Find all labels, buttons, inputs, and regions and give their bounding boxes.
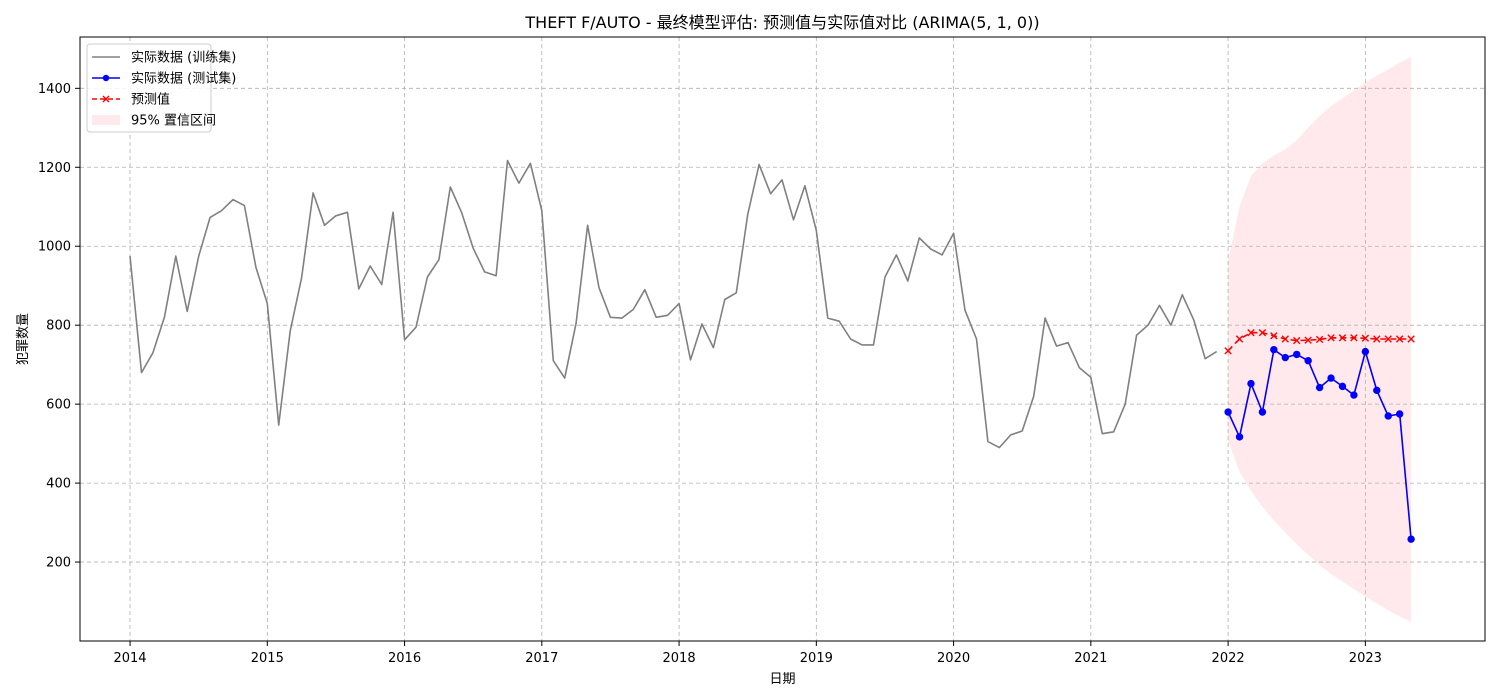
- series-line-2: [1227, 331, 1412, 352]
- series-2-point: [1338, 334, 1347, 342]
- series-2-point: [1361, 334, 1370, 342]
- x-tick-label: 2021: [1074, 651, 1107, 666]
- series-2-point: [1247, 328, 1255, 337]
- y-axis-title: 犯罪数量: [16, 313, 31, 365]
- y-tick-label: 800: [46, 319, 71, 334]
- series-2-point: [1258, 328, 1267, 337]
- series-1-point: [1224, 408, 1232, 416]
- legend-marker: [102, 95, 110, 103]
- x-axis-title: 日期: [769, 672, 795, 687]
- series-1-point: [1361, 347, 1370, 356]
- series-2-point: [1395, 335, 1404, 343]
- y-tick-label: 1400: [38, 82, 71, 97]
- y-tick-label: 400: [46, 477, 71, 492]
- x-tick-label: 2019: [800, 651, 833, 666]
- series-2-point: [1327, 334, 1335, 342]
- series-layer: [129, 159, 1415, 543]
- series-2-point: [1384, 335, 1392, 343]
- series-1-point: [1270, 345, 1278, 354]
- legend-marker: [102, 74, 110, 82]
- x-tick-label: 2018: [663, 651, 696, 666]
- series-1-point: [1350, 391, 1358, 399]
- grid-layer: [80, 37, 1485, 641]
- series-1-point: [1373, 386, 1381, 395]
- x-tick-label: 2017: [525, 651, 558, 666]
- y-tick-label: 1000: [38, 240, 71, 255]
- series-2-point: [1235, 335, 1244, 343]
- series-2-point: [1315, 335, 1324, 344]
- series-2-point: [1270, 332, 1278, 340]
- legend-label: 实际数据 (训练集): [131, 50, 236, 66]
- series-1-point: [1407, 535, 1415, 543]
- x-tick-label: 2014: [113, 651, 146, 666]
- series-2-point: [1407, 335, 1415, 343]
- series-1-point: [1293, 350, 1301, 359]
- legend-box: [86, 43, 212, 133]
- series-1-point: [1338, 382, 1347, 391]
- series-line-0: [129, 159, 1218, 449]
- series-1-point: [1258, 408, 1267, 416]
- series-1-point: [1281, 353, 1289, 362]
- x-tick-label: 2020: [937, 651, 970, 666]
- y-tick-label: 200: [46, 556, 71, 571]
- series-2-point: [1281, 335, 1289, 343]
- chart-title: THEFT F/AUTO - 最终模型评估: 预测值与实际值对比 (ARIMA(…: [524, 13, 1039, 32]
- series-1-point: [1304, 357, 1312, 365]
- series-1-point: [1247, 379, 1255, 388]
- x-tick-label: 2015: [251, 651, 284, 666]
- plot-frame: [79, 36, 1486, 642]
- axes-layer: 2014 2015 2016 2017 2018 2019 2020 2021 2022 2023…: [38, 82, 1382, 666]
- series-2-point: [1373, 335, 1381, 343]
- series-1-point: [1384, 412, 1392, 420]
- y-tick-label: 1200: [38, 161, 71, 176]
- series-2-point: [1293, 336, 1301, 345]
- series-1-point: [1315, 383, 1324, 392]
- legend-label: 预测值: [131, 92, 170, 108]
- legend-label: 实际数据 (测试集): [131, 71, 236, 87]
- x-tick-label: 2016: [388, 651, 421, 666]
- legend: 实际数据 (训练集) 实际数据 (测试集) 预测值 95% 置信区间: [86, 43, 236, 133]
- series-1-point: [1235, 433, 1244, 441]
- series-2-point: [1350, 334, 1358, 342]
- legend-label: 95% 置信区间: [131, 114, 216, 129]
- legend-swatch: [92, 115, 120, 125]
- series-1-point: [1327, 374, 1335, 382]
- y-tick-label: 600: [46, 398, 71, 413]
- series-2-point: [1224, 347, 1232, 355]
- x-tick-label: 2023: [1349, 651, 1382, 666]
- series-1-point: [1395, 410, 1404, 418]
- x-tick-label: 2022: [1212, 651, 1245, 666]
- series-2-point: [1304, 336, 1312, 344]
